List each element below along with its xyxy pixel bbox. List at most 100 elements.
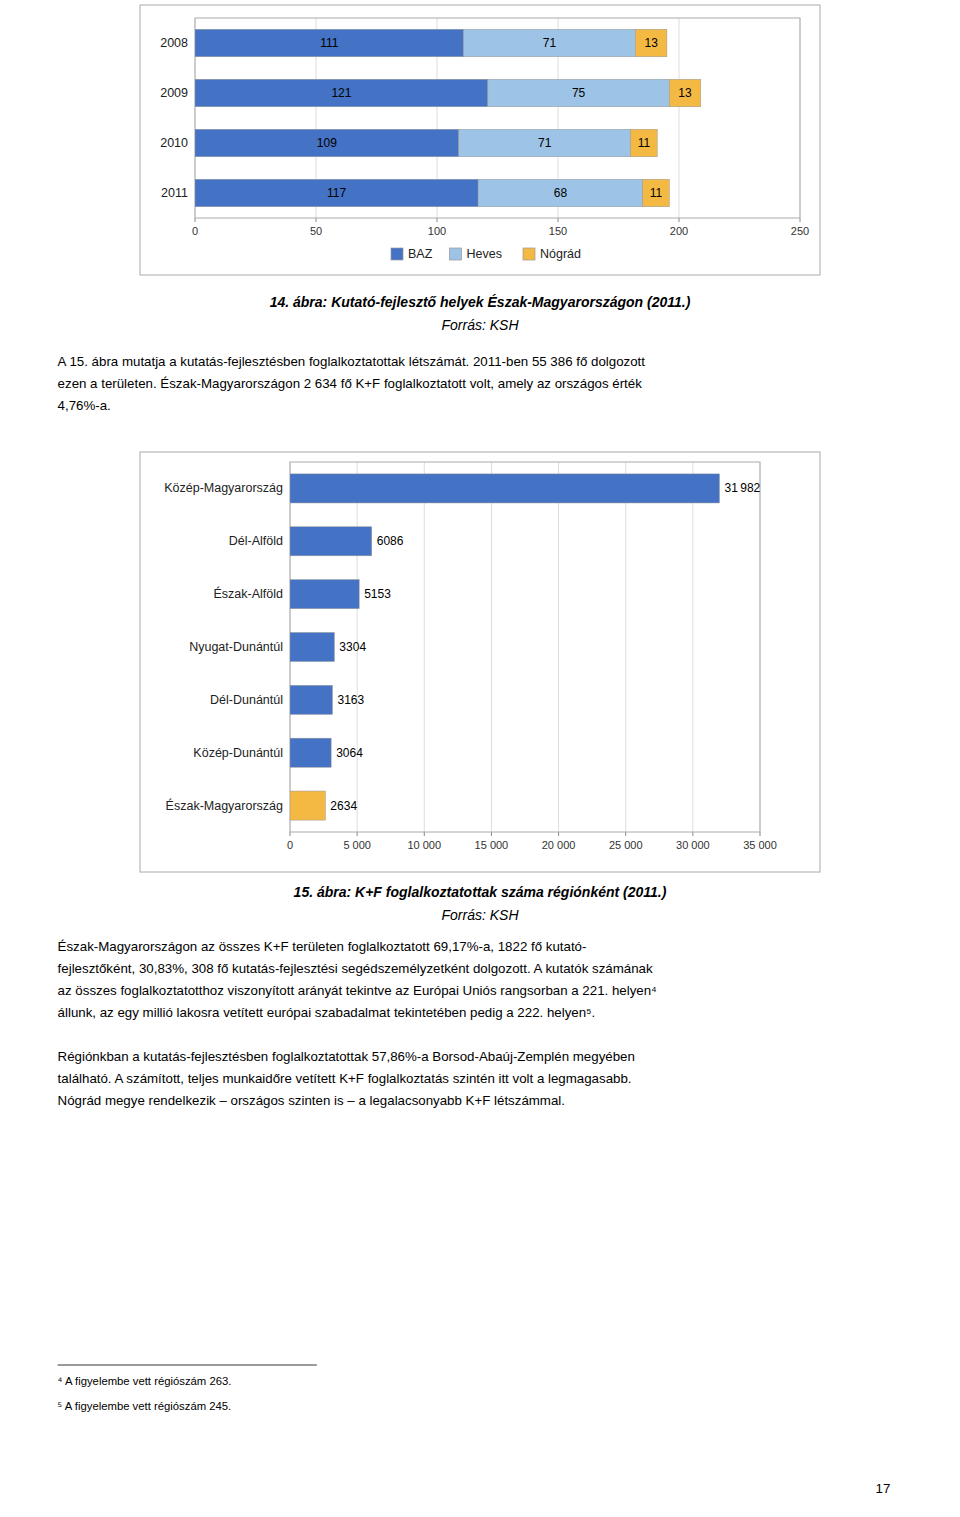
x-axis: 05 00010 00015 00020 00025 00030 00035 0… [287, 462, 777, 851]
grid-line [558, 462, 559, 832]
bar [290, 738, 331, 767]
data-label: 109 [317, 136, 337, 150]
bar [290, 474, 719, 503]
tick-mark [357, 832, 358, 836]
bar-segment [669, 79, 700, 107]
data-label: 13 [678, 86, 692, 100]
grid-line [692, 462, 693, 832]
category-label: Dél-Alföld [229, 534, 283, 548]
bar-segment [635, 29, 666, 57]
data-label: 13 [644, 36, 658, 50]
data-labels: 31 982608651533304316330642634 [330, 481, 760, 812]
data-label: 11 [638, 136, 651, 150]
tick-label: 5 000 [343, 839, 371, 851]
tick-mark [437, 218, 438, 222]
paragraph-line: fejlesztőként, 30,83%, 308 fő kutatás-fe… [58, 961, 653, 976]
bars [290, 474, 719, 820]
category-label: Észak-Alföld [214, 586, 284, 601]
tick-mark [316, 218, 317, 222]
tick-label: 35 000 [743, 839, 777, 851]
bar-segment [464, 29, 636, 57]
grid-line [625, 462, 626, 832]
grid-line [679, 18, 680, 218]
chart-box [140, 5, 820, 275]
page-number: 17 [876, 1481, 891, 1496]
bar-segment [488, 79, 670, 107]
x-axis: 0 50 100 150 200 250 [192, 18, 809, 237]
tick-mark [290, 832, 291, 836]
tick-mark [679, 218, 680, 222]
bar-segment [631, 129, 658, 157]
paragraph-line: 4,76%-a. [58, 398, 111, 413]
bar-segment [478, 179, 643, 207]
paragraph-line: Észak-Magyarországon az összes K+F terül… [58, 939, 587, 954]
data-label: 111 [320, 36, 339, 50]
tick-mark [491, 832, 492, 836]
tick-label: 250 [791, 225, 809, 237]
grid-line [424, 462, 425, 832]
tick-label: 30 000 [676, 839, 710, 851]
paragraph-line: Régiónkban a kutatás-fejlesztésben fogla… [58, 1049, 635, 1064]
tick-label: 15 000 [475, 839, 509, 851]
tick-label: 150 [549, 225, 567, 237]
chart-subtitle: Forrás: KSH [441, 317, 519, 333]
tick-mark [800, 218, 801, 222]
tick-mark [625, 832, 626, 836]
category-label: Nyugat-Dunántúl [189, 640, 283, 654]
data-label: 75 [572, 86, 586, 100]
plot-frame [290, 462, 760, 832]
data-label: 3304 [339, 640, 366, 654]
bar-segment [195, 29, 464, 57]
paragraph-line: állunk, az egy millió lakosra vetített e… [58, 1005, 596, 1020]
tick-mark [424, 832, 425, 836]
bar [290, 791, 325, 820]
legend-label: Nógrád [540, 247, 581, 261]
category-label: 2008 [160, 36, 188, 50]
category-label: 2011 [161, 186, 188, 200]
tick-mark [195, 218, 196, 222]
tick-mark [558, 832, 559, 836]
tick-label: 0 [192, 225, 198, 237]
category-label: Észak-Magyarország [166, 798, 283, 813]
chart-subtitle: Forrás: KSH [441, 907, 519, 923]
data-label: 5153 [364, 587, 391, 601]
legend-label: Heves [467, 247, 502, 261]
data-label: 11 [650, 186, 663, 200]
bar [290, 632, 334, 661]
plot-frame [195, 18, 800, 218]
bar-segment [643, 179, 670, 207]
data-label: 68 [554, 186, 568, 200]
tick-label: 200 [670, 225, 688, 237]
legend-label: BAZ [408, 247, 433, 261]
chart: 05 00010 00015 00020 00025 00030 00035 0… [140, 452, 820, 872]
category-label: Közép-Magyarország [164, 481, 283, 495]
bar [290, 527, 372, 556]
tick-label: 10 000 [407, 839, 441, 851]
data-label: 121 [331, 86, 351, 100]
legend-swatch [523, 248, 535, 260]
tick-label: 25 000 [609, 839, 643, 851]
paragraph-line: ezen a területen. Észak-Magyarországon 2… [58, 376, 643, 391]
page-text: A 15. ábra mutatja a kutatás-fejlesztésb… [58, 354, 891, 1496]
tick-label: 50 [310, 225, 322, 237]
chart: 0501001502002502008200920102011111121109… [140, 5, 820, 275]
data-label: 6086 [377, 534, 404, 548]
tick-mark [760, 832, 761, 836]
bar-segment [195, 79, 488, 107]
legend: BAZ Heves Nógrád [391, 247, 581, 261]
bar [290, 580, 359, 609]
bar-segment [459, 129, 631, 157]
bar-segment [195, 179, 478, 207]
chart-title: 14. ábra: Kutató-fejlesztő helyek Észak-… [270, 294, 691, 310]
bars [195, 29, 701, 207]
tick-label: 100 [428, 225, 446, 237]
category-label: 2009 [160, 86, 188, 100]
category-label: Közép-Dunántúl [193, 746, 283, 760]
bar [290, 685, 332, 714]
chart-title: 15. ábra: K+F foglalkoztatottak száma ré… [294, 884, 667, 900]
data-label: 3064 [336, 746, 363, 760]
data-label: 31 982 [724, 481, 760, 495]
paragraph-line: található. A számított, teljes munkaidőr… [58, 1071, 632, 1086]
data-labels: 1111211091177175716813131111 [317, 36, 692, 200]
data-label: 71 [543, 36, 557, 50]
